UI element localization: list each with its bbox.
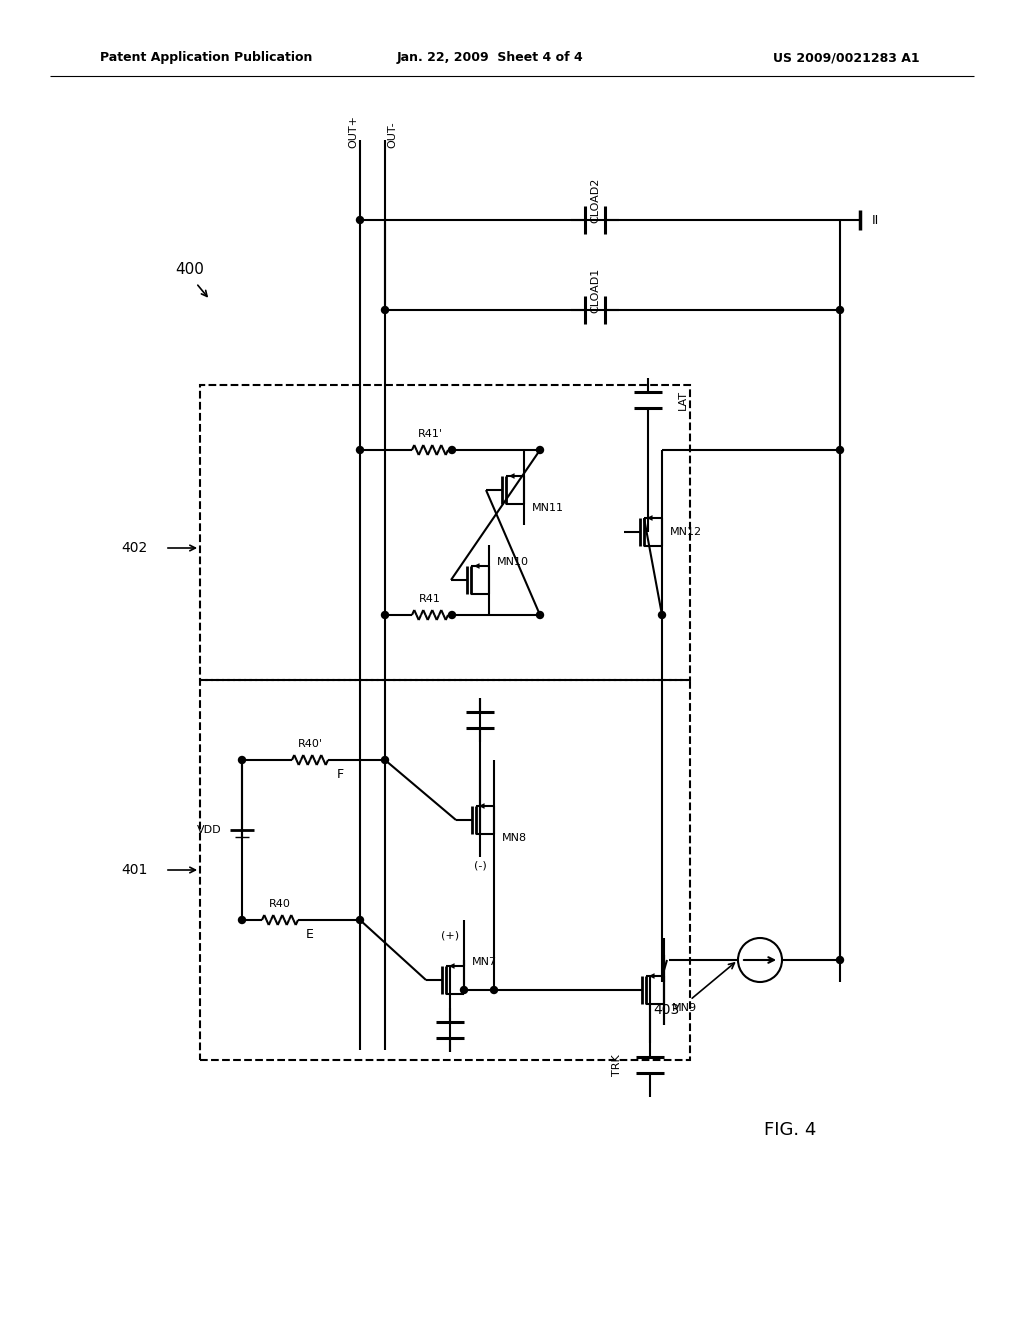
Text: (-): (-): [474, 861, 486, 870]
Circle shape: [837, 957, 844, 964]
Text: R41': R41': [418, 429, 442, 440]
Text: MN11: MN11: [532, 503, 564, 513]
Bar: [200, 385, 690, 680]
Circle shape: [658, 611, 666, 619]
Text: CLOAD1: CLOAD1: [590, 268, 600, 313]
Circle shape: [382, 306, 388, 314]
Text: 401: 401: [122, 863, 148, 876]
Circle shape: [239, 756, 246, 763]
Circle shape: [537, 446, 544, 454]
Text: US 2009/0021283 A1: US 2009/0021283 A1: [773, 51, 920, 65]
Text: MN12: MN12: [670, 527, 702, 537]
Text: Jan. 22, 2009  Sheet 4 of 4: Jan. 22, 2009 Sheet 4 of 4: [396, 51, 584, 65]
Text: 403: 403: [653, 1003, 680, 1016]
Text: R40': R40': [298, 739, 323, 748]
Text: CLOAD2: CLOAD2: [590, 177, 600, 223]
Text: MN8: MN8: [502, 833, 527, 843]
Circle shape: [382, 756, 388, 763]
Circle shape: [837, 306, 844, 314]
Text: MN9: MN9: [672, 1003, 697, 1012]
Text: 400: 400: [175, 263, 204, 277]
Text: LAT: LAT: [678, 389, 688, 411]
Text: TRK: TRK: [612, 1055, 622, 1076]
Text: E: E: [306, 928, 314, 940]
Circle shape: [449, 446, 456, 454]
Text: 402: 402: [122, 541, 148, 554]
Circle shape: [837, 446, 844, 454]
Text: OUT-: OUT-: [387, 121, 397, 148]
Circle shape: [490, 986, 498, 994]
Text: F: F: [337, 767, 344, 780]
Text: VDD: VDD: [198, 825, 222, 836]
Circle shape: [382, 611, 388, 619]
Circle shape: [449, 611, 456, 619]
Bar: [200, 680, 690, 1060]
Text: MN10: MN10: [497, 557, 529, 568]
Text: R41: R41: [419, 594, 441, 605]
Text: MN7: MN7: [472, 957, 497, 968]
Circle shape: [537, 611, 544, 619]
Text: R40: R40: [269, 899, 291, 909]
Circle shape: [356, 216, 364, 223]
Circle shape: [356, 916, 364, 924]
Circle shape: [461, 986, 468, 994]
Circle shape: [239, 916, 246, 924]
Text: II: II: [872, 214, 880, 227]
Text: FIG. 4: FIG. 4: [764, 1121, 816, 1139]
Circle shape: [356, 446, 364, 454]
Text: Patent Application Publication: Patent Application Publication: [100, 51, 312, 65]
Text: OUT+: OUT+: [348, 116, 358, 149]
Text: (+): (+): [441, 931, 459, 940]
